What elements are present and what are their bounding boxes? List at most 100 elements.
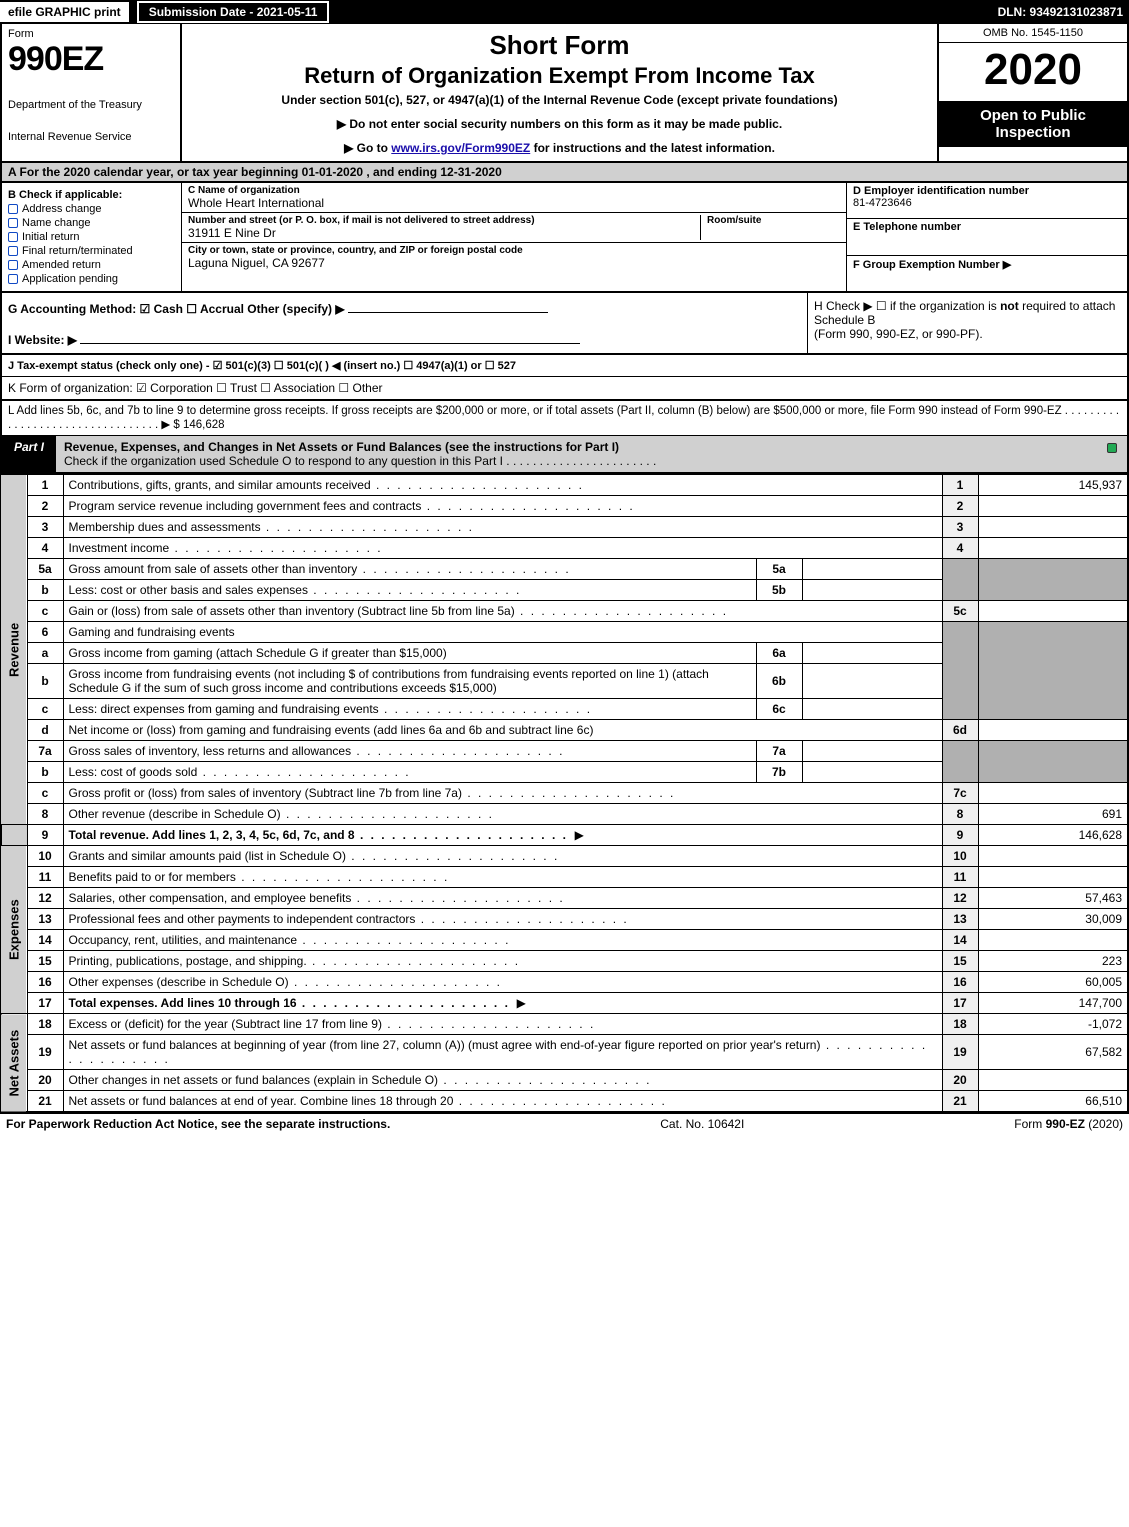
line-text: Net income or (loss) from gaming and fun… — [63, 720, 942, 741]
table-row: 17Total expenses. Add lines 10 through 1… — [1, 993, 1128, 1014]
table-row: 19Net assets or fund balances at beginni… — [1, 1035, 1128, 1070]
shaded-cell — [942, 741, 978, 783]
table-row: 2Program service revenue including gover… — [1, 496, 1128, 517]
table-row: 8Other revenue (describe in Schedule O)8… — [1, 804, 1128, 825]
form-ref-bold: 990-EZ — [1046, 1117, 1085, 1131]
line-num: a — [27, 643, 63, 664]
inner-amount — [802, 699, 942, 720]
line-num: 2 — [27, 496, 63, 517]
part-1-title: Revenue, Expenses, and Changes in Net As… — [56, 436, 1097, 472]
line-num: b — [27, 664, 63, 699]
efile-print-label[interactable]: efile GRAPHIC print — [0, 2, 129, 22]
line-rn: 15 — [942, 951, 978, 972]
inner-label: 6a — [756, 643, 802, 664]
h-not: not — [1000, 299, 1019, 313]
line-text: Printing, publications, postage, and shi… — [63, 951, 942, 972]
chk-amended-return[interactable]: Amended return — [8, 259, 175, 271]
line-rn: 3 — [942, 517, 978, 538]
line-amount: 66,510 — [978, 1091, 1128, 1113]
shaded-cell — [942, 559, 978, 601]
part-1-checkbox[interactable] — [1097, 436, 1127, 472]
inner-label: 7b — [756, 762, 802, 783]
inner-amount — [802, 559, 942, 580]
revenue-side-label: Revenue — [1, 475, 27, 825]
line-text: Grants and similar amounts paid (list in… — [63, 846, 942, 867]
line-num: 3 — [27, 517, 63, 538]
form-word: Form — [8, 28, 174, 40]
ein-value: 81-4723646 — [853, 197, 1121, 209]
line-text: Gross sales of inventory, less returns a… — [63, 741, 756, 762]
org-name-label: C Name of organization — [188, 185, 840, 196]
table-row: 4Investment income4 — [1, 538, 1128, 559]
goto-pre: ▶ Go to — [344, 141, 391, 155]
line-num: 5a — [27, 559, 63, 580]
accounting-method: G Accounting Method: ☑ Cash ☐ Accrual Ot… — [8, 299, 801, 316]
chk-final-return[interactable]: Final return/terminated — [8, 245, 175, 257]
website-blank[interactable] — [80, 330, 580, 344]
line-num: 10 — [27, 846, 63, 867]
line-amount: -1,072 — [978, 1014, 1128, 1035]
chk-application-pending-label: Application pending — [22, 273, 118, 285]
city-value: Laguna Niguel, CA 92677 — [188, 256, 840, 270]
return-title: Return of Organization Exempt From Incom… — [190, 63, 929, 89]
h-text-3: (Form 990, 990-EZ, or 990-PF). — [814, 327, 1121, 341]
line-num: 21 — [27, 1091, 63, 1113]
line-num: c — [27, 699, 63, 720]
line-rn: 5c — [942, 601, 978, 622]
cat-number: Cat. No. 10642I — [660, 1117, 744, 1131]
irs-link[interactable]: www.irs.gov/Form990EZ — [391, 141, 530, 155]
top-bar: efile GRAPHIC print Submission Date - 20… — [0, 0, 1129, 24]
chk-amended-return-label: Amended return — [22, 259, 101, 271]
line-rn: 1 — [942, 475, 978, 496]
room-label: Room/suite — [707, 215, 840, 226]
chk-name-change[interactable]: Name change — [8, 217, 175, 229]
header-center: Short Form Return of Organization Exempt… — [182, 24, 937, 161]
part-1-title-text: Revenue, Expenses, and Changes in Net As… — [64, 440, 619, 454]
form-ref-post: (2020) — [1085, 1117, 1123, 1131]
row-l-text: L Add lines 5b, 6c, and 7b to line 9 to … — [8, 405, 1119, 431]
line-num: 13 — [27, 909, 63, 930]
chk-address-change[interactable]: Address change — [8, 203, 175, 215]
line-text: Other changes in net assets or fund bala… — [63, 1070, 942, 1091]
table-row: 12Salaries, other compensation, and empl… — [1, 888, 1128, 909]
line-num: 18 — [27, 1014, 63, 1035]
street-label: Number and street (or P. O. box, if mail… — [188, 215, 700, 226]
row-k-org-form: K Form of organization: ☑ Corporation ☐ … — [0, 377, 1129, 401]
h-text-1: H Check ▶ ☐ if the organization is — [814, 299, 1000, 313]
chk-initial-return[interactable]: Initial return — [8, 231, 175, 243]
group-exemption-label: F Group Exemption Number ▶ — [853, 258, 1121, 271]
table-row: 7aGross sales of inventory, less returns… — [1, 741, 1128, 762]
table-row: Expenses 10Grants and similar amounts pa… — [1, 846, 1128, 867]
chk-application-pending[interactable]: Application pending — [8, 273, 175, 285]
table-row: cGross profit or (loss) from sales of in… — [1, 783, 1128, 804]
shaded-cell — [942, 622, 978, 720]
inner-amount — [802, 664, 942, 699]
website-line: I Website: ▶ — [8, 330, 801, 347]
telephone-label: E Telephone number — [853, 221, 1121, 233]
line-text: Occupancy, rent, utilities, and maintena… — [63, 930, 942, 951]
table-row: 20Other changes in net assets or fund ba… — [1, 1070, 1128, 1091]
inner-amount — [802, 643, 942, 664]
omb-number: OMB No. 1545-1150 — [939, 24, 1127, 43]
line-num: 16 — [27, 972, 63, 993]
line-text: Benefits paid to or for members — [63, 867, 942, 888]
table-row: 3Membership dues and assessments3 — [1, 517, 1128, 538]
part-1-table: Revenue 1Contributions, gifts, grants, a… — [0, 474, 1129, 1113]
line-rn: 10 — [942, 846, 978, 867]
line-num: 11 — [27, 867, 63, 888]
tax-year: 2020 — [939, 43, 1127, 101]
row-gi-left: G Accounting Method: ☑ Cash ☐ Accrual Ot… — [2, 293, 807, 353]
line-text: Gross income from fundraising events (no… — [63, 664, 756, 699]
line-text: Excess or (deficit) for the year (Subtra… — [63, 1014, 942, 1035]
line-rn: 20 — [942, 1070, 978, 1091]
header-right: OMB No. 1545-1150 2020 Open to Public In… — [937, 24, 1127, 161]
line-rn: 18 — [942, 1014, 978, 1035]
line-rn: 13 — [942, 909, 978, 930]
other-specify-blank[interactable] — [348, 299, 548, 313]
line-rn: 9 — [942, 825, 978, 846]
line-amount: 57,463 — [978, 888, 1128, 909]
line-rn: 19 — [942, 1035, 978, 1070]
org-name-cell: C Name of organization Whole Heart Inter… — [182, 183, 846, 213]
row-l-value: 146,628 — [183, 419, 225, 431]
line-text: Gross amount from sale of assets other t… — [63, 559, 756, 580]
